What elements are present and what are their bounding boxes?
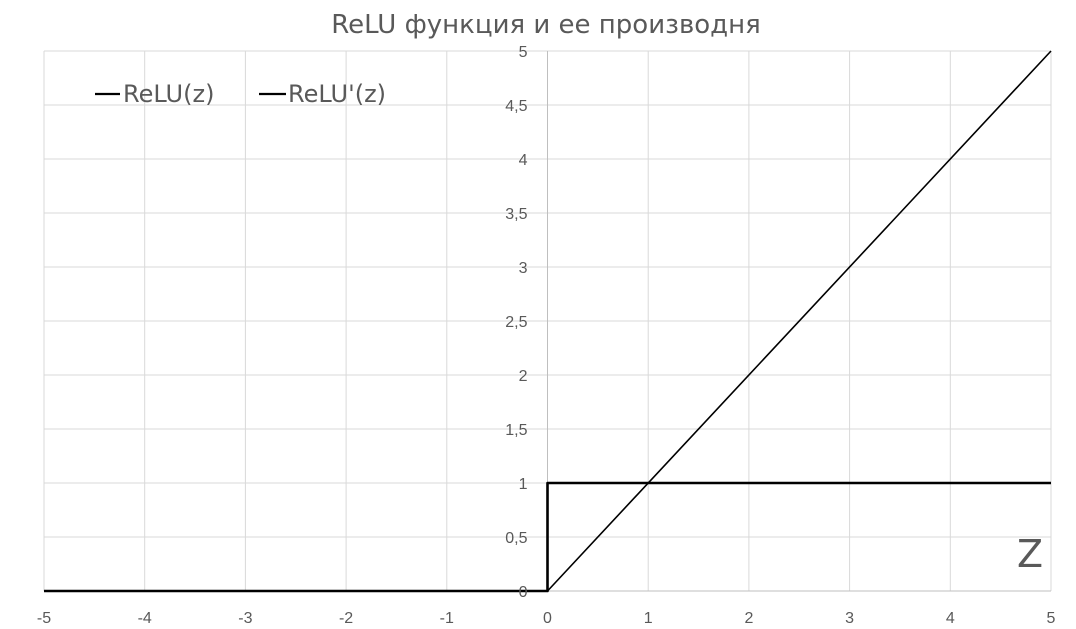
legend: ReLU(z) ReLU'(z) [95, 80, 386, 108]
x-tick-label-7: 2 [744, 610, 753, 627]
x-tick-label-9: 4 [946, 610, 955, 627]
x-tick-label-4: -1 [440, 610, 454, 627]
y-tick-label-3: 1,5 [505, 422, 527, 439]
x-tick-label-2: -3 [238, 610, 252, 627]
y-tick-label-2: 1 [519, 476, 528, 493]
series-line-relu-derivative [44, 481, 1051, 593]
y-tick-label-10: 5 [519, 44, 528, 61]
series [44, 50, 1052, 593]
x-tick-label-0: -5 [37, 610, 51, 627]
legend-item-relu: ReLU(z) [95, 80, 214, 108]
legend-label-relu: ReLU(z) [123, 80, 214, 108]
z-annotation: Z [1017, 532, 1043, 576]
x-tick-label-10: 5 [1047, 610, 1056, 627]
y-tick-label-9: 4,5 [505, 98, 527, 115]
y-tick-label-7: 3,5 [505, 206, 527, 223]
y-tick-label-0: 0 [519, 584, 528, 601]
y-tick-label-6: 3 [519, 260, 528, 277]
y-tick-label-1: 0,5 [505, 530, 527, 547]
y-tick-label-4: 2 [519, 368, 528, 385]
x-tick-label-6: 1 [644, 610, 653, 627]
x-tick-label-8: 3 [845, 610, 854, 627]
x-tick-label-5: 0 [543, 610, 552, 627]
chart-title: ReLU функция и ее производня [331, 10, 761, 40]
y-tick-label-5: 2,5 [505, 314, 527, 331]
tick-labels: -5 -4 -3 -2 -1 0 1 2 3 4 5 0 0,5 1 1,5 2 2,5 3 3,5 4 4,5 5 [37, 44, 1056, 627]
x-tick-label-1: -4 [138, 610, 152, 627]
x-tick-label-3: -2 [339, 610, 353, 627]
y-tick-label-8: 4 [519, 152, 528, 169]
legend-label-relu-derivative: ReLU'(z) [288, 80, 386, 108]
legend-item-relu-derivative: ReLU'(z) [259, 80, 386, 108]
